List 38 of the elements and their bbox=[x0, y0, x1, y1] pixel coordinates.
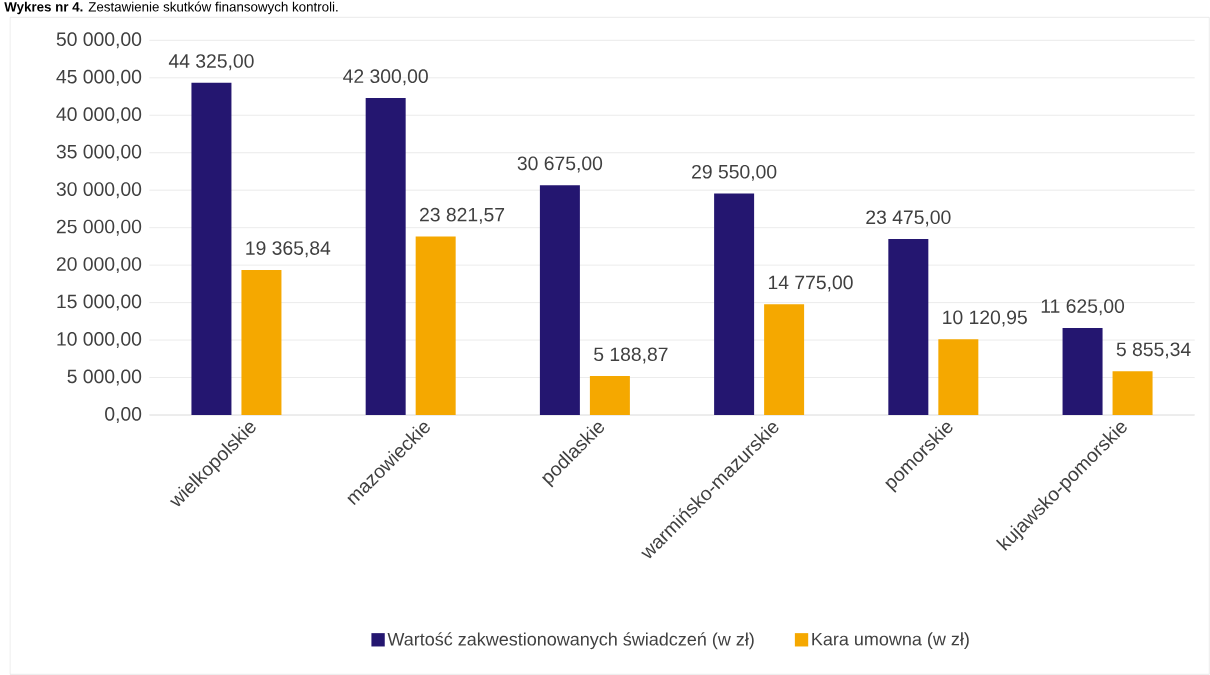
y-tick-label: 45 000,00 bbox=[56, 69, 142, 86]
y-tick-label: 0,00 bbox=[105, 407, 142, 423]
data-label: 42 300,00 bbox=[343, 69, 428, 86]
bar bbox=[415, 236, 456, 415]
y-tick-label: 15 000,00 bbox=[57, 294, 142, 311]
chart-title: Wykres nr 4. Zestawienie skutków finansowych kontroli. bbox=[4, 1, 338, 15]
bar bbox=[888, 239, 929, 415]
bar bbox=[589, 376, 630, 415]
bar bbox=[938, 339, 979, 415]
data-label: 5 188,87 bbox=[594, 347, 668, 364]
y-tick-label: 20 000,00 bbox=[56, 257, 142, 274]
y-tick-label: 5 000,00 bbox=[67, 369, 142, 386]
data-label: 44 325,00 bbox=[168, 54, 254, 71]
bar bbox=[241, 269, 282, 415]
data-label: 14 775,00 bbox=[768, 275, 853, 292]
data-label: 30 675,00 bbox=[517, 156, 603, 173]
bar bbox=[714, 193, 755, 415]
y-tick-label: 30 000,00 bbox=[56, 182, 142, 199]
bar bbox=[764, 304, 805, 415]
legend-label: Kara umowna (w zł) bbox=[812, 632, 969, 650]
data-label: 29 550,00 bbox=[692, 164, 777, 181]
data-label: 23 821,57 bbox=[420, 207, 505, 224]
bar bbox=[191, 82, 232, 415]
y-tick-label: 35 000,00 bbox=[56, 144, 142, 161]
legend-label: Wartość zakwestionowanych świadczeń (w zł) bbox=[387, 632, 754, 650]
y-tick-label: 40 000,00 bbox=[56, 107, 142, 124]
data-label: 11 625,00 bbox=[1041, 299, 1125, 316]
y-tick-label: 50 000,00 bbox=[56, 32, 142, 49]
bar bbox=[1062, 327, 1103, 415]
data-label: 10 120,95 bbox=[943, 310, 1027, 327]
bar bbox=[1112, 371, 1153, 415]
y-tick-label: 10 000,00 bbox=[57, 332, 142, 349]
bar bbox=[539, 185, 580, 415]
data-label: 23 475,00 bbox=[866, 210, 951, 227]
data-label: 19 365,84 bbox=[246, 241, 331, 258]
y-tick-label: 25 000,00 bbox=[56, 219, 142, 236]
bar bbox=[365, 98, 406, 415]
data-label: 5 855,34 bbox=[1116, 342, 1191, 359]
